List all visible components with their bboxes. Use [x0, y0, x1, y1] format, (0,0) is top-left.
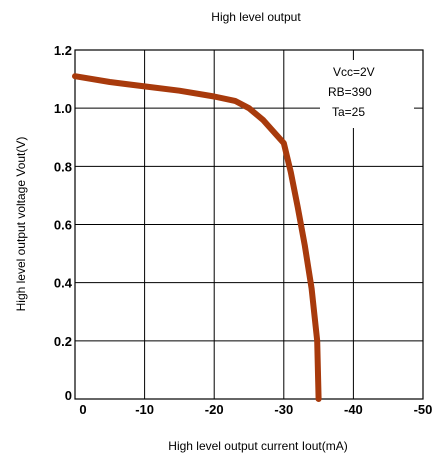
- y-tick-label: 0.4: [54, 276, 73, 291]
- annotation-rb: RB=390: [328, 85, 372, 99]
- plot-area: [74, 49, 424, 400]
- y-tick-label: 0.8: [54, 159, 72, 174]
- y-tick-label: 0.6: [54, 218, 72, 233]
- y-tick-label: 0.2: [54, 334, 72, 349]
- y-axis-label: High level output voltage Vout(V): [14, 137, 28, 312]
- x-tick-label: -20: [205, 402, 224, 417]
- x-axis-ticks: 0 -10 -20 -30 -40 -50: [79, 402, 432, 417]
- y-tick-label: 1.2: [54, 43, 72, 58]
- chart-title: High level output: [211, 10, 301, 24]
- x-tick-label: -50: [414, 402, 433, 417]
- series-line: [72, 73, 322, 402]
- x-tick-label: -40: [344, 402, 363, 417]
- x-tick-label: -30: [274, 402, 293, 417]
- x-tick-label: 0: [79, 402, 86, 417]
- legend-box: [320, 60, 414, 128]
- y-axis-ticks: 0 0.2 0.4 0.6 0.8 1.0 1.2: [54, 43, 73, 403]
- x-tick-label: -10: [135, 402, 154, 417]
- annotation-vcc: Vcc=2V: [333, 65, 375, 79]
- annotation-ta: Ta=25: [332, 105, 365, 119]
- y-tick-label: 1.0: [54, 101, 72, 116]
- x-axis-label: High level output current Iout(mA): [168, 439, 347, 453]
- y-tick-label: 0: [65, 388, 72, 403]
